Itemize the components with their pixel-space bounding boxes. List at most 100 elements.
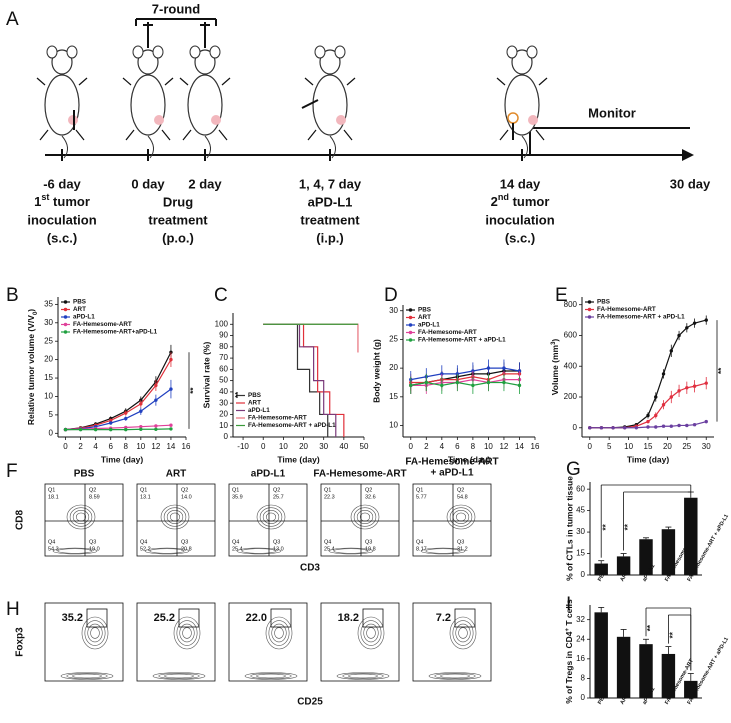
legend-label: PBS [418, 307, 431, 314]
gate-value: 7.2 [436, 612, 451, 624]
x-tick-label: 2 [78, 442, 83, 451]
contour [66, 672, 108, 680]
mouse-leg [78, 77, 88, 86]
x-axis-label: Time (day) [627, 454, 670, 464]
mouse-ear [189, 45, 201, 59]
y-tick-label: 25 [44, 336, 53, 345]
series-line [410, 381, 520, 386]
y-tick-label: 200 [564, 392, 578, 401]
contour [176, 620, 198, 646]
contour [144, 547, 190, 555]
contour [425, 548, 461, 554]
series-line [65, 428, 171, 431]
point [654, 413, 658, 418]
mouse-head [511, 49, 533, 75]
quadrant-name: Q2 [365, 487, 372, 493]
legend-marker [63, 315, 68, 319]
contour [449, 507, 473, 527]
contour [69, 507, 93, 527]
contour [152, 672, 206, 680]
flow-plot [412, 483, 492, 557]
quadrant-name: Q2 [181, 487, 188, 493]
legend-label: ART [73, 306, 86, 313]
legend-marker [63, 307, 68, 312]
annotation: ** [601, 523, 610, 530]
x-tick-label: 2 [424, 442, 429, 451]
contour [446, 504, 476, 530]
y-axis-label-part: % of Tregs in CD4 [564, 631, 574, 704]
legend-label: ART [248, 400, 261, 407]
y-axis-label: Survival rate (%) [201, 342, 211, 409]
round-label: 7-round [152, 1, 200, 16]
point [677, 423, 681, 428]
quadrant-value: 13.1 [140, 494, 151, 500]
point [93, 427, 98, 432]
flow-plot [228, 483, 308, 557]
contour [81, 616, 109, 650]
y-tick-label: 20 [44, 355, 53, 364]
quadrant-value: 52.2 [140, 546, 151, 552]
y-axis-label-part: Relative tumor volume (V/V [26, 315, 36, 425]
quadrant-name: Q4 [140, 539, 147, 545]
contour [366, 627, 376, 639]
point [154, 398, 158, 402]
y-axis-label-part: ) [550, 339, 560, 342]
legend-label: ART [418, 314, 431, 321]
y-tick-label: 8 [581, 674, 586, 683]
y-tick-label: 60 [576, 484, 585, 493]
x-tick-label: -10 [237, 442, 249, 451]
mouse-leg [496, 77, 506, 86]
quadrant-name: Q1 [140, 487, 147, 493]
mouse-leg [36, 77, 46, 86]
quadrant-value: 32.6 [365, 494, 376, 500]
timeline-label: -6 day [43, 176, 81, 191]
mouse-body [504, 74, 540, 136]
panel-label: C [214, 285, 228, 306]
timeline-label: (i.p.) [316, 230, 343, 245]
x-tick-label: 0 [261, 442, 266, 451]
x-tick-label: 14 [166, 442, 175, 451]
quadrant-name: Q2 [89, 487, 96, 493]
quadrant-value: 19.0 [89, 546, 100, 552]
quadrant-name: Q4 [48, 539, 55, 545]
mouse-leg [343, 129, 353, 141]
timeline-arrow [682, 149, 694, 161]
mouse-leg [346, 77, 356, 86]
mouse [301, 45, 356, 159]
legend-label: PBS [248, 392, 261, 399]
timeline-label: inoculation [485, 212, 554, 227]
mouse-head [194, 49, 216, 75]
x-tick-label: 14 [515, 442, 524, 451]
point [646, 425, 650, 429]
series-line [410, 367, 520, 381]
point [623, 426, 627, 430]
mouse-body [130, 74, 166, 136]
timeline-label: inoculation [27, 212, 96, 227]
mouse-ear [314, 45, 326, 59]
point [486, 366, 491, 370]
y-tick-label: 70 [219, 353, 228, 362]
x-tick-label: 12 [151, 442, 160, 451]
contour [164, 673, 194, 679]
contour [57, 548, 93, 554]
x-tick-label: 16 [531, 442, 540, 451]
contour [342, 672, 384, 680]
point [599, 426, 604, 430]
contour [236, 547, 282, 555]
contour [452, 620, 474, 646]
y-axis-label-part: + [565, 628, 571, 632]
panel-label: A [6, 9, 19, 30]
panel-label: F [6, 461, 18, 482]
contour [434, 672, 476, 680]
y-tick-label: 35 [44, 299, 53, 308]
flow-plot [44, 483, 124, 557]
contour [455, 623, 471, 643]
point [677, 389, 681, 393]
y-tick-label: 800 [564, 300, 578, 309]
gate [86, 608, 108, 628]
mouse [36, 45, 88, 159]
flow-title: FA-Hemesome-ART [405, 457, 498, 468]
legend-label: FA-Hemesome-ART [418, 329, 477, 336]
contour [274, 627, 284, 639]
contour [348, 673, 378, 679]
